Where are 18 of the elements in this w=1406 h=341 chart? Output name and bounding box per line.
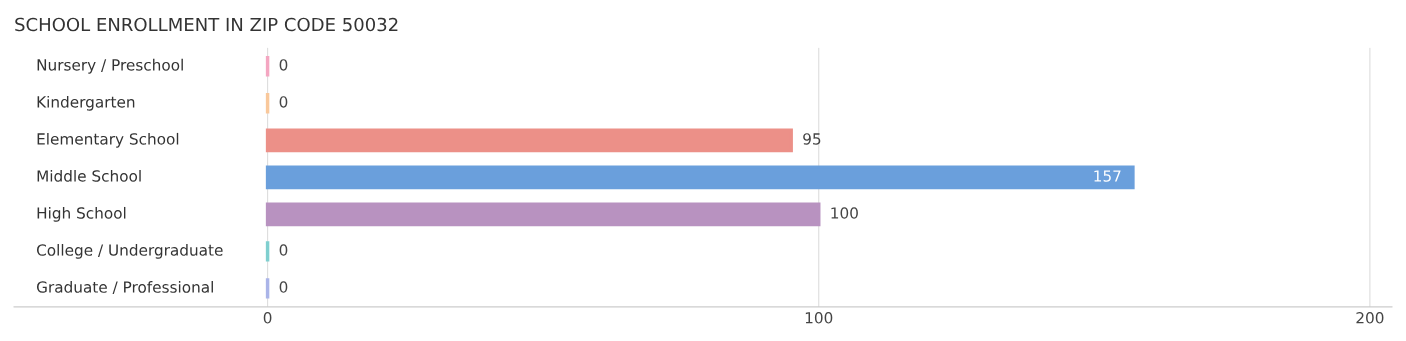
y-tick-label: Elementary School bbox=[37, 132, 179, 148]
y-tick-label: Nursery / Preschool bbox=[37, 58, 183, 74]
data-label: 0 bbox=[279, 244, 288, 256]
data-label: 157 bbox=[1094, 170, 1121, 182]
data-label: 100 bbox=[831, 207, 858, 219]
data-label: 0 bbox=[279, 96, 288, 108]
y-tick-label: College / Undergraduate bbox=[36, 243, 223, 259]
chart-title: SCHOOL ENROLLMENT IN ZIP CODE 50032 bbox=[15, 17, 398, 32]
y-tick-label: High School bbox=[37, 206, 126, 222]
x-tick-label: 100 bbox=[805, 312, 833, 324]
y-tick-label: Middle School bbox=[37, 169, 141, 182]
x-tick-label: 200 bbox=[1356, 312, 1384, 324]
data-label: 0 bbox=[279, 59, 288, 71]
y-tick-label: Graduate / Professional bbox=[36, 281, 213, 295]
x-tick-label: 0 bbox=[263, 312, 272, 324]
data-label: 0 bbox=[279, 281, 288, 293]
y-tick-label: Kindergarten bbox=[37, 95, 135, 111]
data-label: 95 bbox=[803, 133, 821, 145]
